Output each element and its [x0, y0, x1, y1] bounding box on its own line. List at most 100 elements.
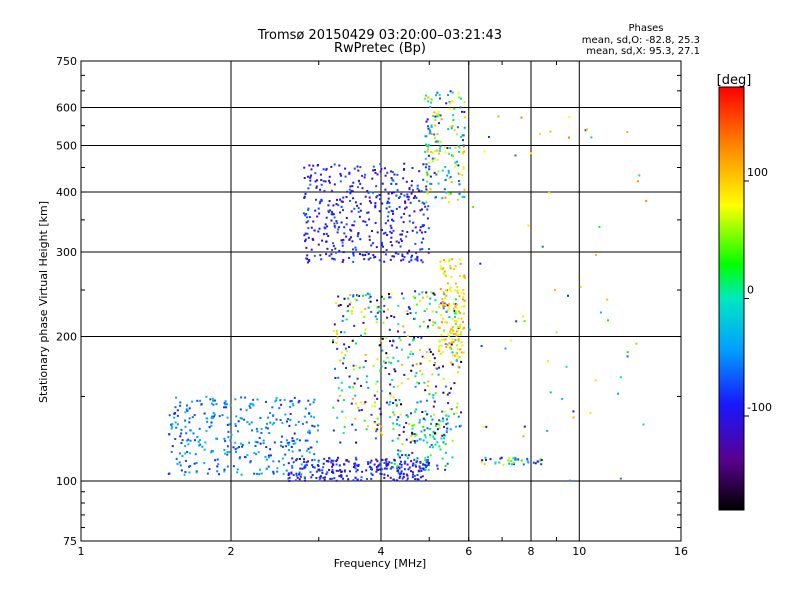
data-point: [227, 436, 230, 439]
data-point: [446, 422, 449, 425]
data-point: [296, 476, 299, 479]
data-point: [330, 213, 333, 216]
data-point: [449, 175, 452, 178]
data-point: [345, 350, 348, 352]
data-point: [510, 339, 513, 342]
data-point: [171, 445, 174, 448]
data-point: [419, 226, 422, 229]
data-point: [168, 433, 171, 436]
data-point: [450, 181, 453, 183]
data-point: [357, 207, 360, 210]
data-point: [218, 415, 221, 418]
data-point: [342, 251, 345, 254]
data-point: [459, 424, 462, 427]
data-point: [343, 226, 346, 229]
data-point: [489, 458, 492, 461]
data-point: [339, 180, 342, 183]
data-point: [455, 425, 457, 428]
data-point: [433, 157, 436, 160]
data-point: [304, 214, 307, 217]
data-point: [460, 351, 463, 354]
data-point: [344, 167, 347, 170]
data-point: [305, 461, 308, 464]
data-point: [365, 251, 368, 254]
data-point: [433, 364, 436, 367]
data-point: [392, 385, 395, 388]
data-point: [289, 400, 292, 403]
data-point: [520, 116, 523, 119]
data-point: [441, 197, 444, 200]
data-point: [378, 310, 381, 313]
data-point: [572, 416, 575, 419]
data-point: [414, 464, 417, 467]
data-point: [415, 363, 418, 366]
data-point: [258, 436, 261, 439]
data-point: [188, 452, 191, 455]
data-point: [384, 253, 387, 256]
data-point: [337, 387, 340, 390]
data-point: [441, 338, 443, 341]
data-point: [229, 439, 232, 442]
data-point: [456, 344, 458, 347]
data-point: [393, 462, 396, 465]
data-point: [292, 443, 295, 445]
data-point: [451, 326, 454, 329]
data-point: [428, 129, 431, 132]
data-point: [422, 320, 425, 323]
data-point: [384, 222, 387, 225]
data-point: [429, 433, 432, 436]
data-point: [384, 361, 387, 364]
data-point: [287, 462, 290, 465]
data-point: [522, 315, 524, 318]
data-point: [444, 166, 447, 168]
data-point: [374, 202, 377, 205]
data-point: [433, 437, 436, 440]
data-point: [174, 412, 177, 414]
data-point: [462, 152, 465, 155]
data-point: [400, 463, 403, 466]
data-point: [173, 416, 176, 419]
data-point: [429, 150, 432, 153]
data-point: [442, 420, 445, 423]
data-point: [313, 425, 316, 428]
data-point: [396, 453, 399, 456]
data-point: [324, 180, 327, 183]
data-point: [463, 111, 466, 113]
data-point: [415, 465, 417, 468]
data-point: [403, 331, 406, 334]
data-point: [430, 124, 433, 127]
data-point: [319, 254, 322, 257]
data-point: [343, 463, 346, 466]
data-point: [238, 457, 241, 460]
data-point: [216, 470, 219, 473]
data-point: [325, 253, 328, 256]
data-point: [419, 248, 422, 251]
data-point: [363, 315, 366, 318]
data-point: [280, 441, 283, 443]
data-point: [453, 412, 455, 415]
data-point: [210, 451, 213, 454]
data-point: [250, 421, 253, 424]
data-point: [393, 368, 396, 371]
data-point: [244, 396, 247, 399]
data-point: [426, 217, 429, 220]
data-point: [385, 249, 388, 251]
data-point: [256, 472, 259, 475]
data-point: [390, 461, 393, 464]
data-point: [374, 204, 377, 207]
data-point: [561, 398, 564, 401]
data-point: [411, 180, 413, 183]
data-point: [392, 339, 395, 342]
data-point: [400, 470, 403, 473]
data-point: [396, 189, 399, 192]
data-point: [188, 471, 191, 474]
data-point: [364, 328, 367, 331]
data-point: [445, 423, 448, 426]
data-point: [520, 459, 523, 462]
data-point: [326, 471, 329, 474]
data-point: [446, 290, 449, 293]
data-point: [354, 201, 357, 204]
data-point: [273, 441, 276, 444]
data-point: [446, 427, 449, 430]
data-point: [447, 303, 450, 306]
